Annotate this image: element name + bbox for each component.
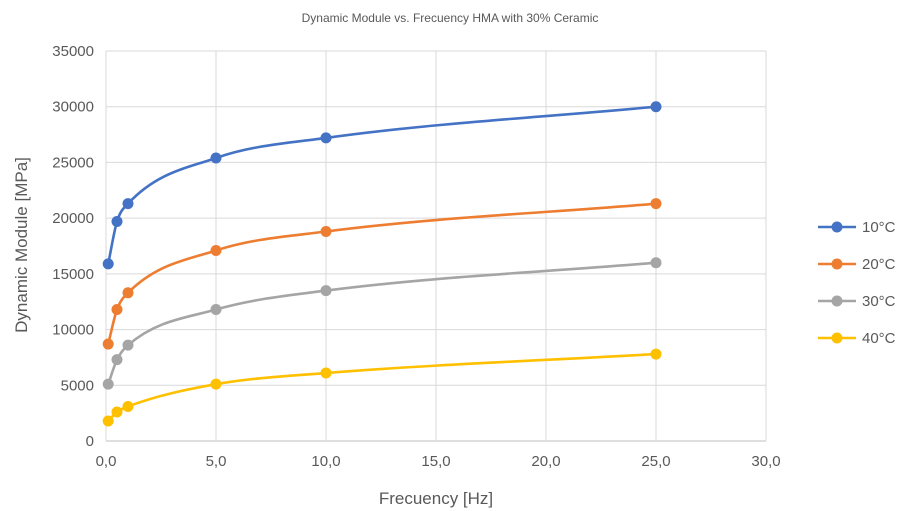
legend-marker [831, 332, 843, 344]
data-point [102, 338, 114, 350]
data-point [650, 101, 662, 113]
y-tick-label: 15000 [52, 266, 94, 283]
y-axis-label: Dynamic Module [MPa] [12, 157, 31, 333]
legend-marker [831, 258, 843, 270]
series-line-0 [106, 105, 657, 265]
data-point [111, 215, 123, 227]
data-point [122, 287, 134, 299]
legend-marker [831, 295, 843, 307]
y-tick-label: 35000 [52, 43, 94, 60]
legend-label: 20°C [862, 256, 896, 273]
data-point [210, 304, 222, 316]
grid [105, 50, 767, 442]
y-tick-labels: 0 5000 10000 15000 20000 25000 30000 35000 [52, 43, 94, 450]
data-point [111, 354, 123, 366]
x-tick-label: 0,0 [96, 453, 117, 470]
x-tick-label: 30,0 [751, 453, 780, 470]
data-point [102, 258, 114, 270]
data-point [650, 257, 662, 269]
y-tick-label: 10000 [52, 322, 94, 339]
data-point [210, 244, 222, 256]
data-point [122, 400, 134, 412]
data-point [102, 415, 114, 427]
data-point [122, 198, 134, 210]
legend: 10°C 20°C 30°C 40°C [818, 219, 896, 347]
y-tick-label: 0 [86, 433, 94, 450]
data-point [320, 285, 332, 297]
series-points [102, 101, 662, 427]
x-axis-label: Frecuency [Hz] [379, 489, 493, 508]
x-tick-label: 10,0 [311, 453, 340, 470]
legend-label: 10°C [862, 219, 896, 236]
data-point [102, 378, 114, 390]
series-line-3 [107, 352, 657, 422]
data-point [210, 152, 222, 164]
x-tick-label: 25,0 [641, 453, 670, 470]
data-point [320, 367, 332, 379]
legend-label: 40°C [862, 330, 896, 347]
data-point [650, 348, 662, 360]
legend-label: 30°C [862, 293, 896, 310]
data-point [320, 132, 332, 144]
chart-title: Dynamic Module vs. Frecuency HMA with 30… [302, 11, 599, 25]
series-line-2 [106, 261, 657, 385]
legend-marker [831, 221, 843, 233]
x-tick-labels: 0,0 5,0 10,0 15,0 20,0 25,0 30,0 [96, 453, 781, 470]
x-tick-label: 5,0 [206, 453, 227, 470]
data-point [111, 304, 123, 316]
data-point [122, 339, 134, 351]
data-point [111, 406, 123, 418]
y-tick-label: 30000 [52, 99, 94, 116]
data-point [320, 226, 332, 238]
data-point [210, 378, 222, 390]
y-tick-label: 5000 [61, 377, 94, 394]
x-tick-label: 15,0 [421, 453, 450, 470]
x-tick-label: 20,0 [531, 453, 560, 470]
series-lines [106, 105, 657, 422]
y-tick-label: 25000 [52, 154, 94, 171]
y-tick-label: 20000 [52, 210, 94, 227]
data-point [650, 198, 662, 210]
